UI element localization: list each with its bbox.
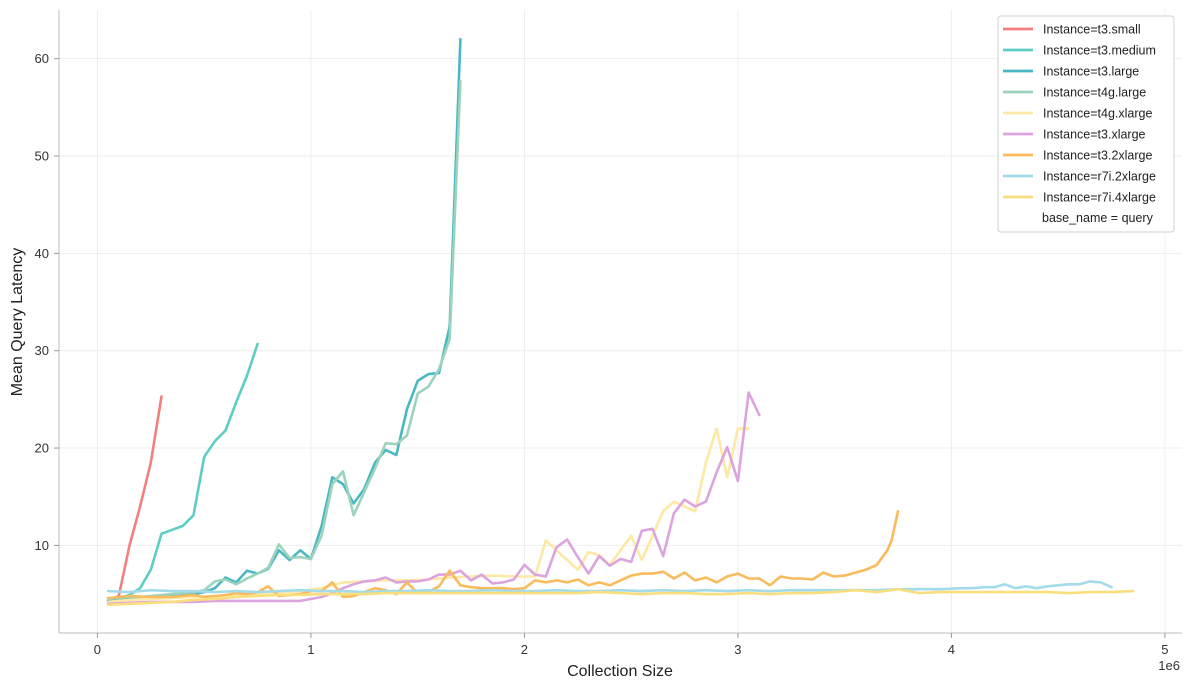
legend-title: base_name = query	[1042, 211, 1154, 225]
series-lines	[106, 37, 1135, 607]
series-line-t3-xlarge	[106, 391, 761, 606]
legend-label-t4g-xlarge: Instance=t4g.xlarge	[1043, 107, 1152, 121]
series-line-t4g-large	[106, 79, 462, 601]
series-line-r7i-2xlarge	[106, 580, 1113, 594]
legend-box	[997, 15, 1175, 233]
legend-label-t3-large: Instance=t3.large	[1043, 65, 1139, 79]
y-tick-label: 60	[35, 51, 49, 66]
series-line-t3-small	[106, 395, 163, 603]
legend-label-t3-medium: Instance=t3.medium	[1043, 44, 1156, 58]
y-tick-label: 20	[35, 441, 49, 456]
legend-label-t3-xlarge: Instance=t3.xlarge	[1043, 128, 1146, 142]
x-tick-label: 4	[948, 642, 955, 657]
y-tick-label: 10	[35, 538, 49, 553]
series-line-t3-2xlarge	[106, 509, 900, 600]
legend: Instance=t3.small Instance=t3.medium Insta…	[997, 15, 1175, 233]
x-tick-label: 5	[1161, 642, 1168, 657]
y-tick-label: 30	[35, 343, 49, 358]
series-line-t3-medium	[106, 342, 259, 604]
legend-items: Instance=t3.small Instance=t3.medium Insta…	[1003, 23, 1156, 205]
y-axis-label: Mean Query Latency	[9, 248, 26, 397]
y-ticks: 10 20 30 40 50 60	[35, 51, 59, 553]
y-tick-label: 50	[35, 149, 49, 164]
axes	[58, 10, 1182, 634]
x-axis-label: Collection Size	[567, 663, 673, 680]
x-tick-label: 3	[734, 642, 741, 657]
x-ticks: 0 1 2 3 4 5	[94, 633, 1169, 657]
legend-label-r7i-2xlarge: Instance=r7i.2xlarge	[1043, 170, 1156, 184]
x-scale-label: 1e6	[1158, 658, 1180, 673]
x-tick-label: 0	[94, 642, 101, 657]
legend-label-t4g-large: Instance=t4g.large	[1043, 86, 1146, 100]
x-tick-label: 1	[307, 642, 314, 657]
legend-label-t3-2xlarge: Instance=t3.2xlarge	[1043, 149, 1152, 163]
series-line-r7i-4xlarge	[106, 587, 1135, 607]
y-tick-label: 40	[35, 246, 49, 261]
legend-label-r7i-4xlarge: Instance=r7i.4xlarge	[1043, 191, 1156, 205]
x-tick-label: 2	[521, 642, 528, 657]
series-line-t3-large	[106, 37, 462, 603]
legend-label-t3-small: Instance=t3.small	[1043, 23, 1141, 37]
